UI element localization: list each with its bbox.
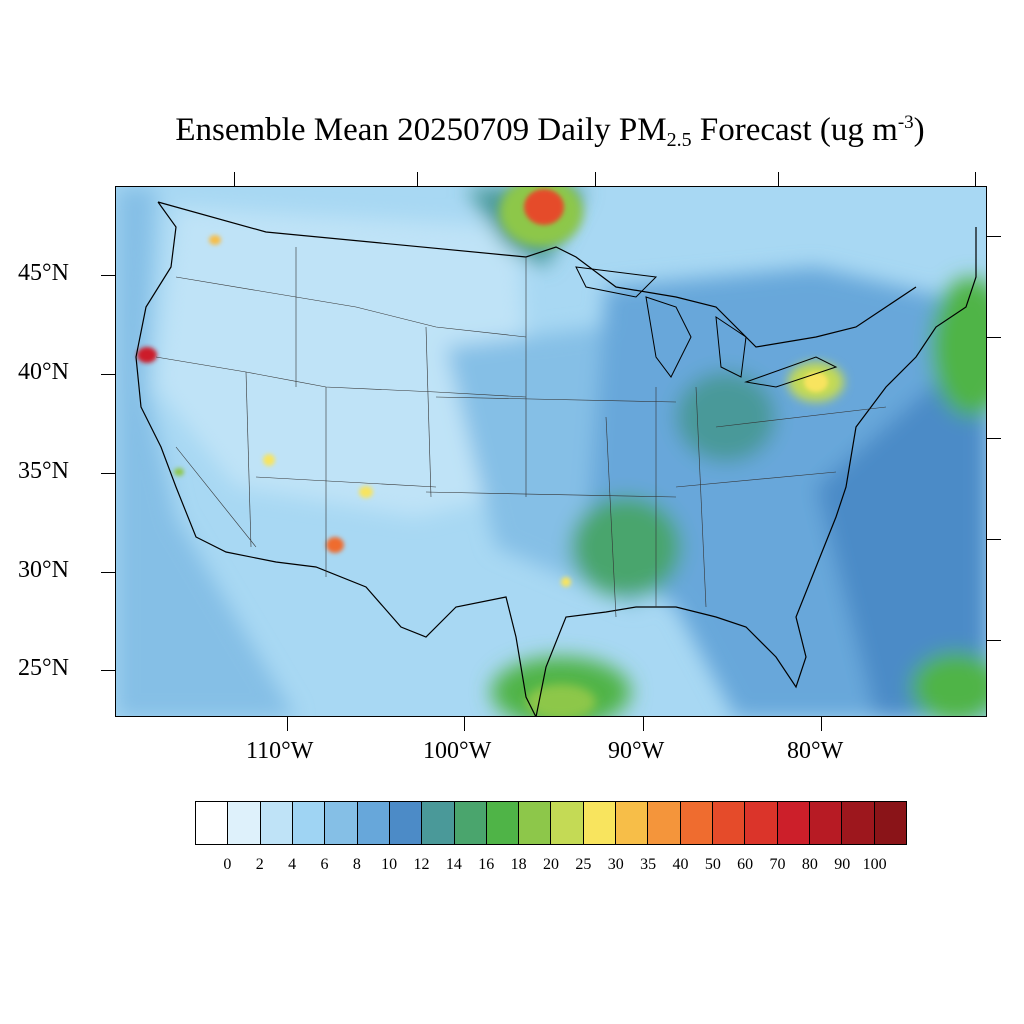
colorbar-swatch	[842, 802, 875, 844]
colorbar-swatch	[874, 802, 906, 844]
colorbar-label: 90	[834, 856, 851, 873]
california-south-hotspot	[174, 468, 184, 476]
colorbar-label: 50	[704, 856, 721, 873]
colorbar-label: 6	[320, 856, 329, 873]
west-light-field	[156, 207, 536, 517]
colorbar-label: 0	[223, 856, 232, 873]
colorbar-swatch	[809, 802, 843, 844]
map-panel	[115, 186, 987, 717]
colorbar-swatch	[228, 802, 261, 844]
lon-label-110: 110°W	[246, 738, 314, 764]
colorbar-label: 25	[575, 856, 592, 873]
title-middle: Forecast (ug m	[691, 112, 898, 148]
lat-label-45: 45°N	[18, 260, 69, 286]
colorbar-label: 40	[672, 856, 689, 873]
atlantic-band	[816, 338, 986, 716]
colorbar	[195, 801, 907, 845]
top-tick-2	[417, 172, 418, 186]
colorbar-label: 14	[445, 856, 462, 873]
colorbar-label: 4	[288, 856, 297, 873]
pm25-field-map	[116, 187, 986, 716]
gulf-hotspot-outer	[526, 684, 596, 716]
left-tick-30	[101, 572, 115, 573]
colorbar-swatch	[357, 802, 390, 844]
california-hotspot	[137, 347, 157, 363]
title-prefix: Ensemble Mean 20250709 Daily PM	[175, 112, 667, 148]
colorbar-label: 70	[769, 856, 786, 873]
colorbar-swatch	[583, 802, 617, 844]
right-tick-1	[987, 236, 1001, 237]
colorbar-swatch	[325, 802, 358, 844]
colorbar-label: 8	[352, 856, 361, 873]
colorbar-swatch	[292, 802, 326, 844]
southeast-corner-plume	[911, 652, 986, 716]
lat-label-25: 25°N	[18, 655, 69, 681]
colorbar-swatch	[713, 802, 746, 844]
right-tick-3	[987, 438, 1001, 439]
southeast-green	[571, 497, 681, 597]
top-tick-1	[234, 172, 235, 186]
bottom-tick-110	[287, 717, 288, 731]
colorbar-label: 35	[640, 856, 657, 873]
colorbar-swatch	[389, 802, 423, 844]
colorbar-swatch	[745, 802, 778, 844]
colorbar-swatch	[486, 802, 520, 844]
title-superscript: -3	[897, 112, 914, 133]
map-title: Ensemble Mean 20250709 Daily PM2.5 Forec…	[0, 112, 1024, 152]
top-tick-3	[595, 172, 596, 186]
left-tick-40	[101, 374, 115, 375]
great-lakes	[575, 266, 838, 388]
right-tick-4	[987, 539, 1001, 540]
atlantic-plume	[931, 277, 986, 417]
lat-label-30: 30°N	[18, 557, 69, 583]
minnesota-hotspot-core	[524, 189, 564, 225]
colorbar-swatch	[777, 802, 810, 844]
pennsylvania-hotspot-core	[804, 372, 828, 392]
colorbar-label: 60	[737, 856, 754, 873]
colorbar-label: 12	[413, 856, 430, 873]
colorbar-label: 10	[381, 856, 398, 873]
bottom-tick-90	[643, 717, 644, 731]
colorbar-label: 30	[607, 856, 624, 873]
ohio-valley-green	[676, 372, 776, 462]
colorbar-swatch	[422, 802, 455, 844]
state-boundaries	[155, 247, 887, 618]
colorbar-label: 80	[801, 856, 818, 873]
pacific-field	[116, 187, 295, 716]
right-tick-5	[987, 640, 1001, 641]
colorbar-swatch	[551, 802, 584, 844]
colorbar-swatch	[260, 802, 293, 844]
new-mexico-hotspot-a	[359, 486, 373, 498]
idaho-hotspot	[209, 235, 221, 245]
louisiana-hotspot	[561, 577, 571, 587]
top-tick-5	[975, 172, 976, 186]
colorbar-label: 18	[510, 856, 527, 873]
lat-label-40: 40°N	[18, 359, 69, 385]
colorbar-label: 2	[255, 856, 264, 873]
lon-label-80: 80°W	[787, 738, 844, 764]
title-suffix: )	[913, 112, 925, 148]
colorbar-swatch	[196, 802, 229, 844]
new-mexico-hotspot-b	[326, 537, 344, 553]
title-subscript: 2.5	[666, 129, 692, 151]
top-tick-4	[778, 172, 779, 186]
bottom-tick-100	[464, 717, 465, 731]
colorbar-label: 20	[543, 856, 559, 873]
right-tick-2	[987, 337, 1001, 338]
colorbar-label: 16	[478, 856, 495, 873]
lat-label-35: 35°N	[18, 458, 69, 484]
left-tick-25	[101, 670, 115, 671]
left-tick-35	[101, 473, 115, 474]
colorbar-swatch	[648, 802, 681, 844]
lon-label-90: 90°W	[608, 738, 665, 764]
colorbar-swatch	[616, 802, 649, 844]
colorbar-swatch	[454, 802, 487, 844]
bottom-tick-80	[821, 717, 822, 731]
lon-label-100: 100°W	[423, 738, 492, 764]
colorbar-label: 100	[862, 856, 887, 873]
arizona-hotspot	[263, 454, 275, 466]
left-tick-45	[101, 275, 115, 276]
colorbar-swatch	[680, 802, 713, 844]
colorbar-swatch	[519, 802, 552, 844]
